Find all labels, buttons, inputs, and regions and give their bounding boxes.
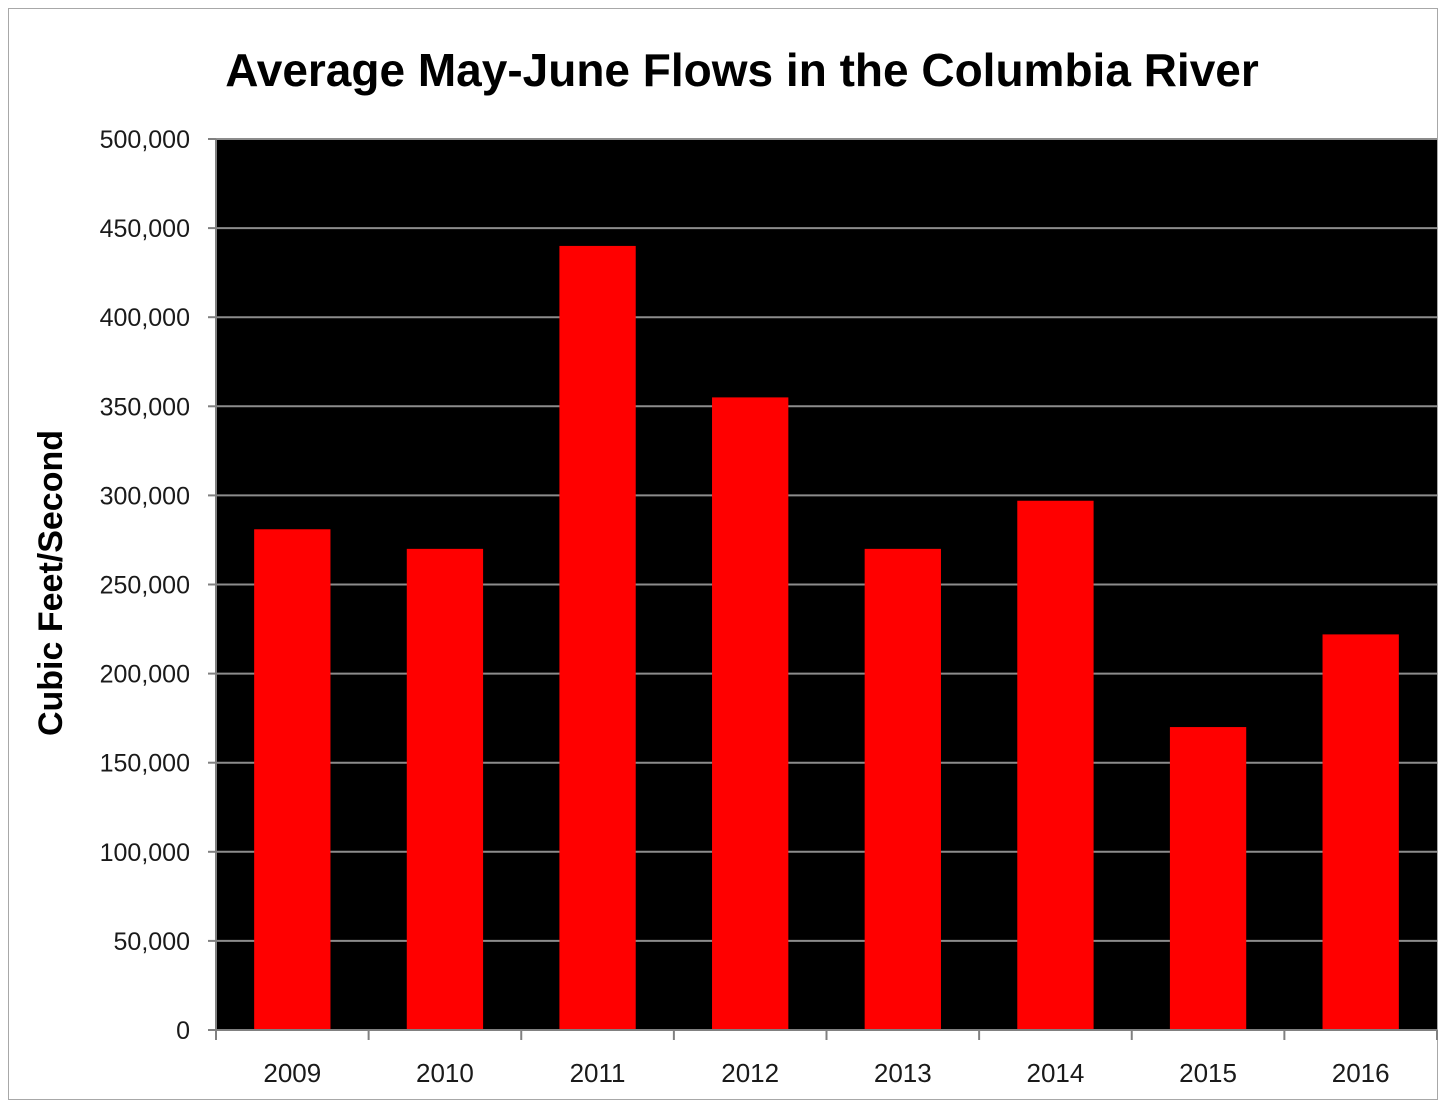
y-tick-label: 500,000 xyxy=(100,126,190,154)
bar-2014 xyxy=(1017,500,1094,1031)
y-tick-label: 250,000 xyxy=(100,572,190,600)
chart-title: Average May-June Flows in the Columbia R… xyxy=(225,44,1259,96)
bar-2009 xyxy=(254,529,331,1030)
bar-2010 xyxy=(406,548,484,1030)
x-tick-label: 2015 xyxy=(1179,1058,1237,1088)
bar-2011 xyxy=(559,245,636,1031)
bar-2015 xyxy=(1169,727,1247,1030)
axes xyxy=(208,138,1438,1040)
y-tick-label: 200,000 xyxy=(100,661,190,689)
y-tick-label: 400,000 xyxy=(100,304,190,332)
x-tick-label: 2016 xyxy=(1332,1058,1390,1088)
x-tick-label: 2009 xyxy=(263,1058,321,1088)
x-tick-labels: 2009 2010 2011 2012 2013 2014 2015 2016 xyxy=(263,1058,1389,1088)
x-tick-label: 2012 xyxy=(721,1058,779,1088)
bar-2013 xyxy=(864,548,941,1030)
y-tick-label: 0 xyxy=(176,1017,190,1045)
bars xyxy=(254,245,1399,1031)
x-tick-label: 2011 xyxy=(570,1058,626,1088)
y-tick-label: 50,000 xyxy=(114,928,190,956)
bar-2016 xyxy=(1322,634,1399,1030)
y-tick-label: 150,000 xyxy=(100,750,190,778)
x-tick-label: 2013 xyxy=(874,1058,932,1088)
y-tick-label: 100,000 xyxy=(100,839,190,867)
y-tick-labels: 0 50,000 100,000 150,000 200,000 250,000 300,0… xyxy=(100,126,190,1045)
x-tick-label: 2014 xyxy=(1027,1058,1085,1088)
y-tick-label: 300,000 xyxy=(100,482,190,510)
y-tick-label: 450,000 xyxy=(100,215,190,243)
bar-2012 xyxy=(712,397,789,1030)
y-axis-label: Cubic Feet/Second xyxy=(32,430,70,736)
y-tick-label: 350,000 xyxy=(100,393,190,421)
x-tick-label: 2010 xyxy=(416,1058,474,1088)
